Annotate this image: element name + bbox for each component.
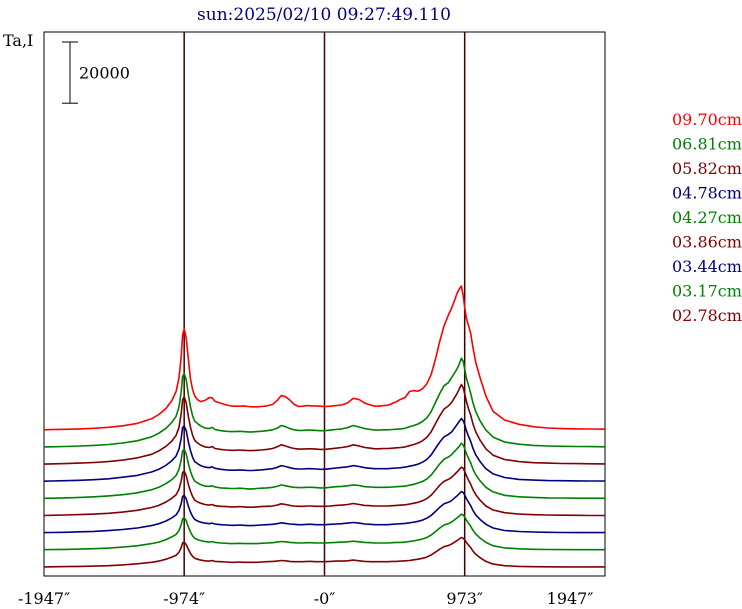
legend-entry-09.70cm: 09.70cm: [672, 110, 742, 129]
series-lines: [43, 285, 606, 568]
series-line-04.27cm: [43, 442, 606, 500]
scale-bar: 20000: [62, 41, 130, 104]
legend-entry-03.86cm: 03.86cm: [672, 233, 742, 252]
x-tick-labels: -1947″ -974″ -0″ 973″ 1947″: [18, 589, 593, 608]
legend: 09.70cm 06.81cm 05.82cm 04.78cm 04.27cm 03.86…: [672, 110, 742, 325]
series-line-03.86cm: [43, 466, 605, 517]
x-tick-label-0: -1947″: [18, 589, 70, 608]
y-axis-label: Ta,I: [3, 31, 33, 50]
legend-entry-03.44cm: 03.44cm: [672, 257, 742, 276]
legend-entry-02.78cm: 02.78cm: [672, 306, 742, 325]
x-tick-label-4: 1947″: [547, 589, 594, 608]
legend-entry-04.78cm: 04.78cm: [672, 184, 742, 203]
legend-entry-05.82cm: 05.82cm: [672, 159, 742, 178]
series-line-05.82cm: [43, 383, 606, 465]
series-line-09.70cm: [43, 285, 606, 431]
legend-entry-04.27cm: 04.27cm: [672, 208, 742, 227]
chart-title: sun:2025/02/10 09:27:49.110: [197, 5, 451, 25]
scale-bar-label: 20000: [79, 64, 130, 83]
legend-entry-03.17cm: 03.17cm: [672, 282, 742, 301]
legend-entry-06.81cm: 06.81cm: [672, 135, 742, 154]
series-line-04.78cm: [43, 417, 605, 482]
x-tick-label-2: -0″: [314, 589, 336, 608]
series-line-03.44cm: [43, 490, 605, 534]
vertical-reference-lines: [183, 32, 466, 576]
x-tick-label-3: 973″: [446, 589, 483, 608]
series-line-02.78cm: [43, 536, 605, 568]
series-line-06.81cm: [43, 357, 606, 448]
series-line-03.17cm: [43, 513, 605, 551]
x-tick-label-1: -974″: [163, 589, 205, 608]
